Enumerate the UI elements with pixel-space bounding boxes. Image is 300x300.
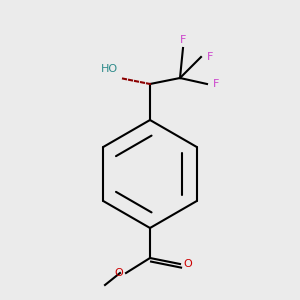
Text: O: O [114, 268, 123, 278]
Text: F: F [207, 52, 213, 62]
Text: F: F [213, 79, 219, 89]
Text: F: F [180, 35, 186, 45]
Text: HO: HO [101, 64, 118, 74]
Text: O: O [183, 259, 192, 269]
